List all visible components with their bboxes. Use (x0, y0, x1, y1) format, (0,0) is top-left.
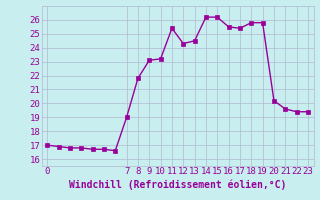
X-axis label: Windchill (Refroidissement éolien,°C): Windchill (Refroidissement éolien,°C) (69, 179, 286, 190)
